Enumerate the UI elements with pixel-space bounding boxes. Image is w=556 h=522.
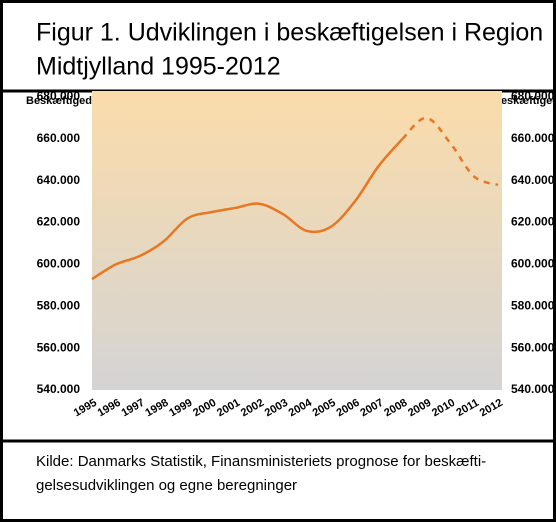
y2-tick-label: 620.000	[511, 215, 555, 229]
y-tick-label: 620.000	[37, 215, 81, 229]
y2-tick-label: 600.000	[511, 257, 555, 271]
y2-tick-label: 640.000	[511, 173, 555, 187]
y-tick-label: 540.000	[37, 382, 81, 396]
y-tick-label: 580.000	[37, 298, 81, 312]
y-axis-label: Beskæftigede	[26, 95, 98, 107]
y2-tick-label: 680.000	[511, 89, 555, 103]
chart-title: Midtjylland 1995-2012	[36, 53, 281, 81]
line	[91, 138, 404, 281]
plot-area	[92, 91, 502, 390]
y2-tick-label: 540.000	[511, 382, 555, 396]
chart-title: Figur 1. Udviklingen i beskæftigelsen i …	[36, 19, 543, 47]
y2-tick-label: 660.000	[511, 131, 555, 145]
y-tick-label: 680.000	[37, 89, 81, 103]
y2-tick-label: 580.000	[511, 298, 555, 312]
y2-axis-label: Beskæftigede	[493, 95, 556, 107]
y-tick-label: 640.000	[37, 173, 81, 187]
y-tick-label: 660.000	[37, 131, 81, 145]
y-tick-label: 560.000	[37, 340, 81, 354]
source: Kilde: Danmarks Statistik, Finansministe…	[36, 453, 486, 470]
y2-tick-label: 560.000	[511, 340, 555, 354]
source: gelsesudviklingen og egne beregninger	[36, 477, 297, 494]
y-tick-label: 600.000	[37, 257, 81, 271]
